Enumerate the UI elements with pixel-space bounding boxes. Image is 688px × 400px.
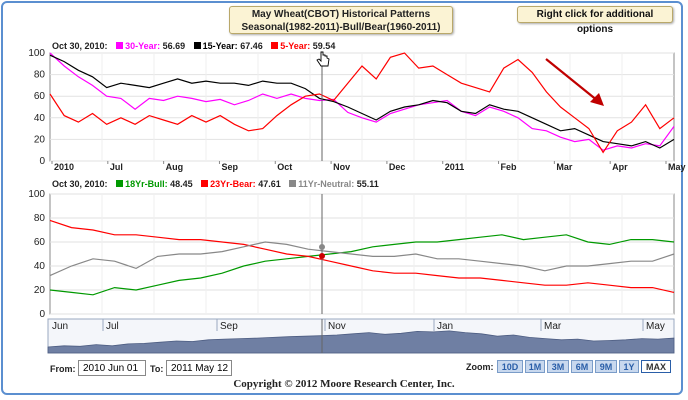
y-tick-label: 80 xyxy=(34,213,46,224)
x-tick-label: Oct xyxy=(277,162,292,172)
legend-label-neutral: 11Yr-Neutral: xyxy=(298,179,355,189)
legend-label-30yr: 30-Year: xyxy=(125,41,161,51)
navigator-label: Nov xyxy=(328,321,346,332)
zoom-10d-button[interactable]: 10D xyxy=(497,360,523,373)
x-tick-label: Jul xyxy=(110,162,123,172)
title-line-1: May Wheat(CBOT) Historical Patterns xyxy=(251,9,431,20)
legend-swatch-bear xyxy=(201,180,209,187)
from-label: From: xyxy=(50,364,76,374)
series-line-5-year xyxy=(49,52,675,154)
y-tick-label: 60 xyxy=(34,237,46,248)
y-tick-label: 100 xyxy=(28,189,45,200)
series-line-23yr-bear xyxy=(49,219,675,293)
navigator-label: Jan xyxy=(437,321,453,332)
to-label: To: xyxy=(150,364,164,374)
x-tick-label: Nov xyxy=(333,162,350,172)
hand-cursor-icon xyxy=(316,51,330,67)
x-tick-label: Dec xyxy=(389,162,406,172)
legend-swatch-neutral xyxy=(289,180,297,187)
legend-value-15yr: 67.46 xyxy=(240,41,263,51)
y-tick-label: 100 xyxy=(28,48,45,59)
y-tick-label: 60 xyxy=(34,91,46,102)
legend-value-bull: 48.45 xyxy=(170,179,193,189)
series-line-11yr-neutral xyxy=(49,241,675,277)
x-tick-label: Mar xyxy=(556,162,573,172)
zoom-1m-button[interactable]: 1M xyxy=(525,360,545,373)
zoom-1y-button[interactable]: 1Y xyxy=(619,360,639,373)
navigator-area xyxy=(47,330,675,354)
y-tick-label: 80 xyxy=(34,70,46,81)
x-tick-label: Apr xyxy=(612,162,628,172)
legend-label-5yr: 5-Year: xyxy=(280,41,311,51)
legend-value-5yr: 59.54 xyxy=(312,41,336,51)
top-legend: Oct 30, 2010: 30-Year: 56.69 15-Year: 67… xyxy=(52,41,335,51)
series-line-30-year xyxy=(49,52,675,151)
navigator-label: Jul xyxy=(106,321,119,332)
chart-title: May Wheat(CBOT) Historical Patterns Seas… xyxy=(229,6,453,34)
legend-label-bull: 18Yr-Bull: xyxy=(125,179,168,189)
to-date-input[interactable] xyxy=(166,360,232,376)
legend-swatch-5yr xyxy=(271,42,279,49)
y-tick-label: 0 xyxy=(39,309,45,320)
navigator-label: May xyxy=(646,321,665,332)
zoom-label: Zoom: xyxy=(466,362,494,372)
cursor-marker-bear xyxy=(319,253,325,259)
zoom-6m-button[interactable]: 6M xyxy=(571,360,593,373)
x-tick-label: Feb xyxy=(501,162,518,172)
top-legend-date: Oct 30, 2010: xyxy=(52,41,108,51)
y-tick-label: 0 xyxy=(39,156,45,167)
x-tick-label: May xyxy=(668,162,686,172)
zoom-max-button[interactable]: MAX xyxy=(641,360,671,373)
legend-value-neutral: 55.11 xyxy=(356,179,379,189)
navigator-label: Mar xyxy=(544,321,562,332)
legend-swatch-30yr xyxy=(116,42,124,49)
x-tick-label: 2010 xyxy=(54,162,74,172)
x-tick-label: Sep xyxy=(221,162,238,172)
legend-swatch-15yr xyxy=(193,42,201,49)
legend-swatch-bull xyxy=(116,180,124,187)
copyright-text: Copyright © 2012 Moore Research Center, … xyxy=(233,378,455,390)
series-line-18yr-bull xyxy=(49,234,675,296)
annotation-arrow-head-icon xyxy=(590,93,604,106)
legend-label-15yr: 15-Year: xyxy=(202,41,238,51)
cursor-marker-neutral xyxy=(319,244,325,250)
annotation-arrow-icon xyxy=(545,58,599,102)
y-tick-label: 20 xyxy=(34,285,46,296)
legend-value-bear: 47.61 xyxy=(258,179,281,189)
right-click-hint-button[interactable]: Right click for additional options xyxy=(517,6,673,35)
bottom-legend-date: Oct 30, 2010: xyxy=(52,179,108,189)
x-tick-label: 2011 xyxy=(445,162,465,172)
y-tick-label: 20 xyxy=(34,134,46,145)
bottom-legend: Oct 30, 2010: 18Yr-Bull: 48.45 23Yr-Bear… xyxy=(52,179,379,189)
x-tick-label: Aug xyxy=(166,162,184,172)
zoom-3m-button[interactable]: 3M xyxy=(547,360,569,373)
title-line-2: Seasonal(1982-2011)-Bull/Bear(1960-2011) xyxy=(241,22,441,33)
legend-label-bear: 23Yr-Bear: xyxy=(210,179,256,189)
legend-value-30yr: 56.69 xyxy=(162,41,186,51)
navigator-label: Sep xyxy=(220,321,238,332)
zoom-9m-button[interactable]: 9M xyxy=(595,360,617,373)
y-tick-label: 40 xyxy=(34,113,46,124)
navigator-label: Jun xyxy=(52,321,68,332)
y-tick-label: 40 xyxy=(34,261,46,272)
from-date-input[interactable] xyxy=(78,360,146,376)
series-line-15-year xyxy=(49,54,675,149)
